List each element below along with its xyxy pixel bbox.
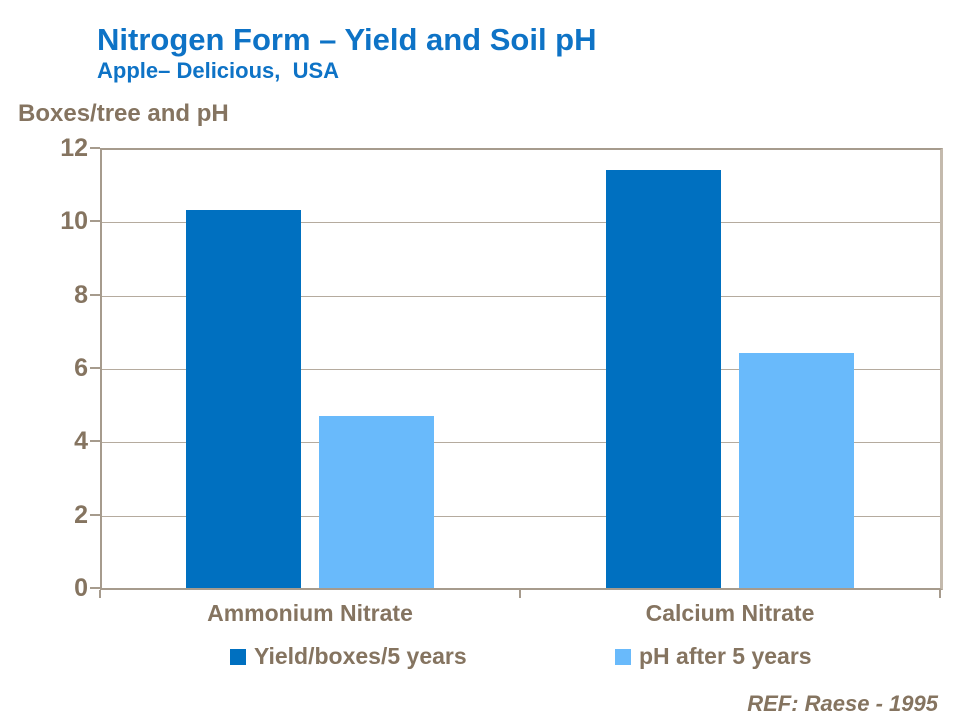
y-tick-mark-2 bbox=[90, 513, 100, 516]
y-tick-mark-0 bbox=[90, 587, 100, 589]
gridline-y8 bbox=[102, 295, 940, 297]
x-axis-tick-marks bbox=[99, 590, 941, 598]
y-tick-label-2: 2 bbox=[74, 500, 88, 529]
legend-label: Yield/boxes/5 years bbox=[254, 643, 467, 669]
legend-label: pH after 5 years bbox=[639, 643, 812, 669]
bar-yield-calcium-nitrate bbox=[606, 170, 721, 588]
y-tick-label-0: 0 bbox=[74, 574, 88, 602]
y-tick-mark-4 bbox=[90, 440, 100, 443]
gridline-y4 bbox=[102, 442, 940, 444]
legend-entry-yield: Yield/boxes/5 years bbox=[230, 643, 467, 670]
y-tick-mark-10 bbox=[90, 220, 100, 223]
gridline-y10 bbox=[102, 222, 940, 224]
category-label-calcium-nitrate: Calcium Nitrate bbox=[645, 600, 815, 626]
gridline-y6 bbox=[102, 369, 940, 370]
gridline-y2 bbox=[102, 515, 940, 517]
y-tick-mark-8 bbox=[90, 293, 100, 296]
legend-entry-ph: pH after 5 years bbox=[615, 643, 812, 670]
bar-ph-calcium-nitrate bbox=[739, 353, 854, 588]
y-tick-mark-12 bbox=[90, 147, 100, 149]
y-tick-label-10: 10 bbox=[60, 207, 88, 236]
x-tick-mark-0 bbox=[99, 590, 101, 598]
page-subtitle: Apple– Delicious, USA bbox=[97, 58, 340, 83]
y-tick-label-4: 4 bbox=[74, 427, 88, 456]
bar-chart-plot-area bbox=[100, 148, 943, 590]
category-label-ammonium-nitrate: Ammonium Nitrate bbox=[207, 600, 413, 626]
x-tick-mark-1 bbox=[519, 590, 521, 598]
y-tick-mark-6 bbox=[90, 367, 100, 369]
reference-citation: REF: Raese - 1995 bbox=[747, 691, 938, 716]
y-axis-tick-labels: 0 2 4 6 8 10 12 bbox=[0, 135, 88, 601]
bar-ph-ammonium-nitrate bbox=[319, 416, 434, 588]
x-tick-mark-2 bbox=[939, 590, 941, 598]
legend-swatch-icon bbox=[615, 648, 631, 665]
y-tick-label-6: 6 bbox=[74, 354, 88, 382]
y-axis-title: Boxes/tree and pH bbox=[18, 100, 229, 127]
y-tick-label-12: 12 bbox=[60, 134, 88, 162]
legend-swatch-icon bbox=[230, 648, 246, 665]
y-axis-tick-marks bbox=[90, 147, 100, 589]
bar-yield-ammonium-nitrate bbox=[186, 210, 301, 588]
y-tick-label-8: 8 bbox=[74, 280, 88, 309]
page-title: Nitrogen Form – Yield and Soil pH bbox=[97, 22, 597, 57]
